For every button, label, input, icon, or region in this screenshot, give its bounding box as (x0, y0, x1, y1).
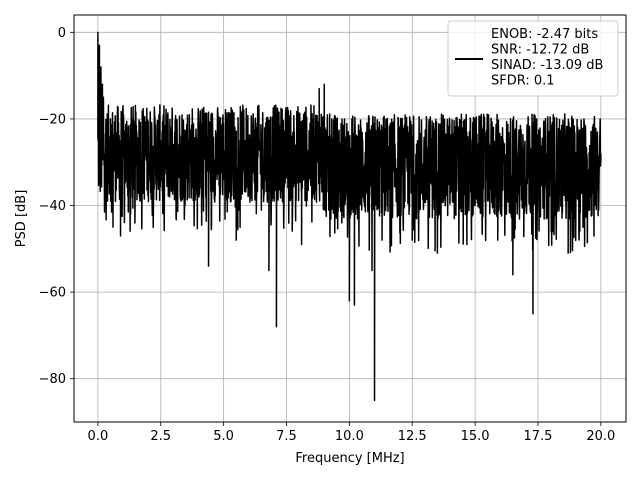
x-tick-label: 20.0 (586, 429, 615, 444)
y-axis-ticks: 0 −20 −40 −60 −80 (39, 26, 74, 387)
y-tick-label: −20 (39, 112, 66, 127)
legend-line-text: SNR: -12.72 dB (491, 43, 589, 58)
legend-line-text: SINAD: -13.09 dB (491, 58, 603, 73)
legend: ENOB: -2.47 bits SNR: -12.72 dB SINAD: -13… (447, 20, 619, 97)
psd-series-line (97, 31, 602, 402)
x-tick-label: 2.5 (150, 429, 171, 444)
x-tick-label: 12.5 (398, 429, 427, 444)
x-tick-label: 15.0 (461, 429, 490, 444)
x-axis-ticks: 0.0 2.5 5.0 7.5 10.0 12.5 15.0 17.5 20.0 (88, 422, 615, 444)
legend-line-text: SFDR: 0.1 (491, 74, 555, 89)
y-tick-label: −60 (39, 286, 66, 301)
y-tick-label: −40 (39, 199, 66, 214)
x-tick-label: 17.5 (524, 429, 553, 444)
plot-frame (73, 14, 627, 423)
x-tick-label: 10.0 (335, 429, 364, 444)
x-tick-label: 0.0 (88, 429, 109, 444)
y-axis-label: PSD [dB] (14, 190, 29, 248)
y-tick-label: 0 (58, 26, 66, 41)
x-tick-label: 7.5 (276, 429, 297, 444)
y-tick-label: −80 (39, 372, 66, 387)
legend-label: ENOB: -2.47 bits SNR: -12.72 dB SINAD: -13… (491, 27, 603, 89)
legend-box (447, 20, 619, 97)
x-axis-label: Frequency [MHz] (295, 451, 404, 466)
x-tick-label: 5.0 (213, 429, 234, 444)
legend-line-text: ENOB: -2.47 bits (491, 27, 598, 42)
